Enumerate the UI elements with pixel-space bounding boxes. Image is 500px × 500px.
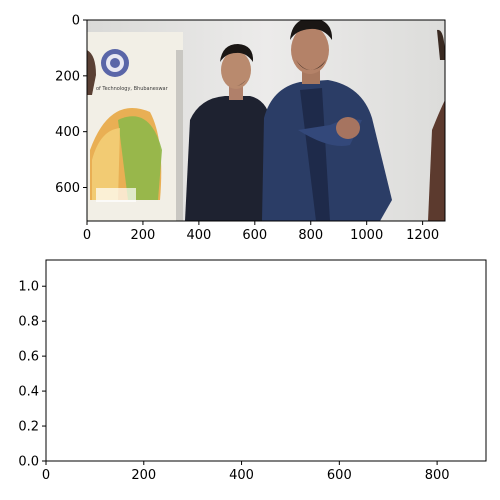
empty-axes: 0 200 400 600 800 0.0 0.2 0.4 0.6 0.8 1.0	[18, 259, 487, 483]
person-center	[185, 44, 276, 221]
x-tick-label: 0	[83, 228, 91, 243]
x-tick-label: 200	[131, 468, 156, 483]
x-tick-label: 800	[425, 468, 450, 483]
empty-axes-frame	[45, 259, 487, 462]
image-axes: of Technology, Bhubaneswar	[55, 14, 446, 243]
y-tick-label: 1.0	[18, 280, 39, 295]
x-tick-label: 600	[242, 228, 267, 243]
x-tick-label: 800	[298, 228, 323, 243]
empty-y-ticks: 0.0 0.2 0.4 0.6 0.8 1.0	[18, 280, 46, 470]
y-tick-label: 0	[72, 14, 80, 29]
y-tick-label: 0.4	[18, 385, 39, 400]
poster-banner: of Technology, Bhubaneswar	[87, 32, 183, 221]
y-tick-label: 0.8	[18, 315, 39, 330]
x-tick-label: 400	[186, 228, 211, 243]
x-tick-label: 0	[42, 468, 50, 483]
image-y-ticks: 0 200 400 600	[55, 14, 87, 196]
y-tick-label: 0.0	[18, 455, 39, 470]
poster-text: of Technology, Bhubaneswar	[96, 86, 169, 92]
person-right	[262, 20, 392, 221]
y-tick-label: 200	[55, 69, 80, 84]
x-tick-label: 600	[327, 468, 352, 483]
x-tick-label: 1000	[350, 228, 383, 243]
y-tick-label: 600	[55, 181, 80, 196]
institute-seal-icon	[101, 49, 129, 77]
y-tick-label: 400	[55, 125, 80, 140]
x-tick-label: 400	[229, 468, 254, 483]
photo: of Technology, Bhubaneswar	[87, 20, 445, 221]
x-tick-label: 200	[131, 228, 156, 243]
image-axes-frame	[86, 19, 446, 222]
y-tick-label: 0.6	[18, 350, 39, 365]
x-tick-label: 1200	[406, 228, 439, 243]
empty-x-ticks: 0 200 400 600 800	[42, 461, 450, 483]
y-tick-label: 0.2	[18, 420, 39, 435]
image-x-ticks: 0 200 400 600 800 1000 1200	[83, 221, 439, 243]
